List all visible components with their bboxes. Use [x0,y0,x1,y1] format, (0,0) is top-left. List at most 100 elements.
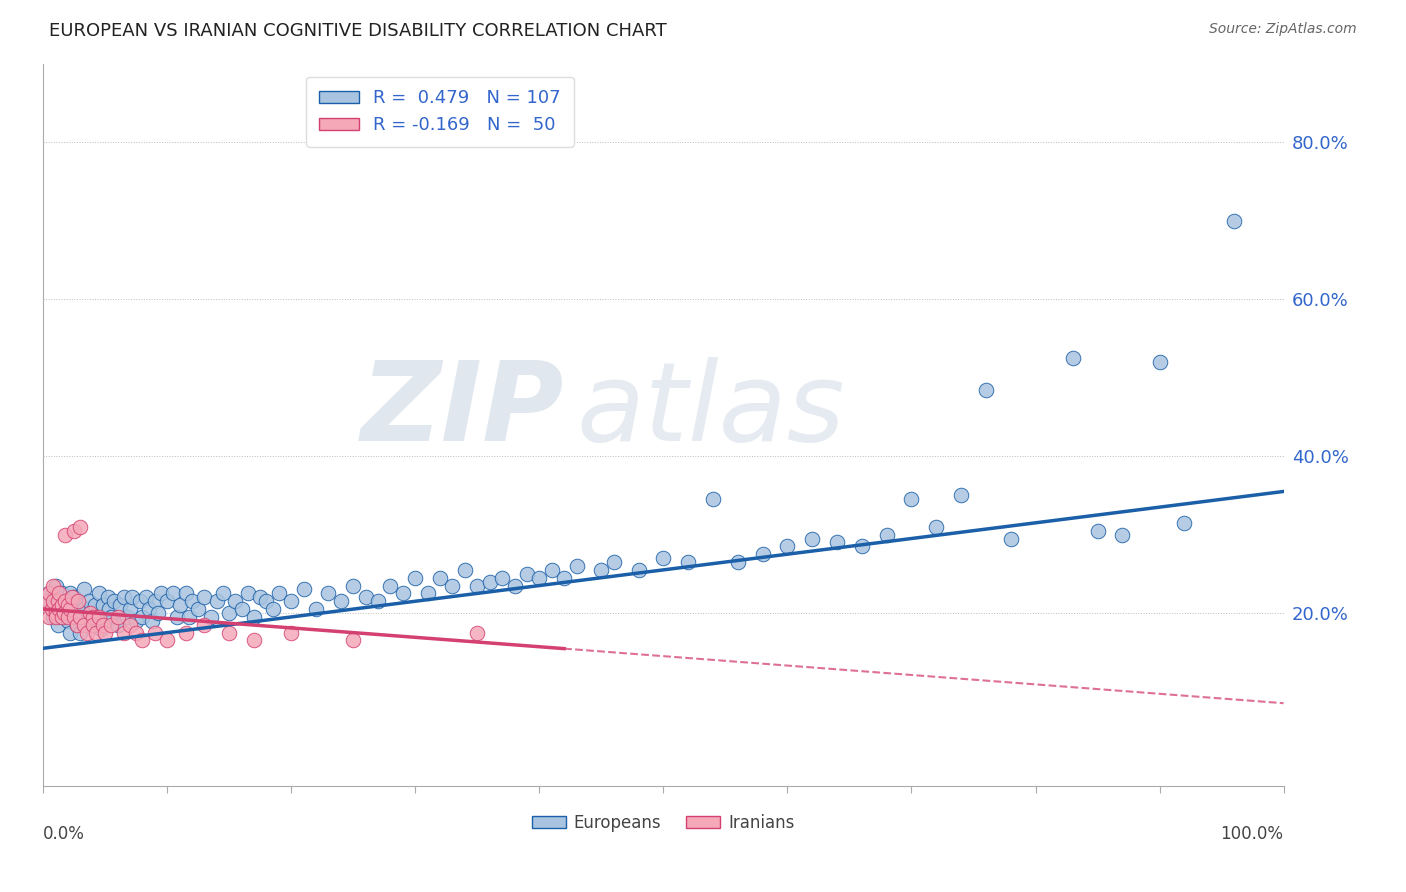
Point [65,617,87,632]
Point [465,625,488,640]
Point [103,594,125,608]
Point [503,578,526,592]
Point [86,610,108,624]
Point [441,578,464,592]
Point [540,563,562,577]
Point [107,610,129,624]
Point [56,598,79,612]
Point [1149,355,1171,369]
Point [91,598,114,612]
Point [77,594,100,608]
Point [51,598,73,612]
Text: Source: ZipAtlas.com: Source: ZipAtlas.com [1209,22,1357,37]
Point [200,610,222,624]
Point [73,602,96,616]
Point [53,606,76,620]
Point [212,586,235,600]
Point [876,527,898,541]
Point [46,594,69,608]
Point [94,625,117,640]
Text: atlas: atlas [576,357,845,464]
Point [131,610,153,624]
Point [156,594,179,608]
Point [97,602,120,616]
Point [491,571,513,585]
Point [169,598,191,612]
Point [42,578,65,592]
Point [97,591,120,605]
Point [35,594,58,608]
Point [1173,516,1195,530]
Point [627,563,650,577]
Point [166,610,188,624]
Point [342,633,364,648]
Point [63,610,86,624]
Point [59,586,82,600]
Point [254,594,277,608]
Point [900,492,922,507]
Point [112,591,135,605]
Point [87,586,110,600]
Point [135,591,157,605]
Point [174,625,197,640]
Point [193,617,215,632]
Point [148,606,170,620]
Point [429,571,451,585]
Point [100,610,122,624]
Point [465,578,488,592]
Point [603,555,626,569]
Point [925,520,948,534]
Point [118,617,141,632]
Point [224,594,246,608]
Point [181,594,204,608]
Point [44,606,66,620]
Text: EUROPEAN VS IRANIAN COGNITIVE DISABILITY CORRELATION CHART: EUROPEAN VS IRANIAN COGNITIVE DISABILITY… [49,22,666,40]
Point [529,571,551,585]
Point [404,571,426,585]
Point [82,610,104,624]
Point [141,614,163,628]
Point [262,602,284,616]
Point [73,582,96,597]
Point [91,617,114,632]
Point [94,614,117,628]
Point [63,602,86,616]
Point [65,617,87,632]
Point [59,625,82,640]
Point [55,594,77,608]
Point [60,591,83,605]
Point [516,566,538,581]
Point [478,574,501,589]
Point [179,610,201,624]
Point [53,606,76,620]
Point [727,555,749,569]
Point [86,625,108,640]
Point [112,625,135,640]
Point [90,622,112,636]
Point [367,594,389,608]
Point [69,625,91,640]
Point [128,594,150,608]
Point [702,492,724,507]
Legend: Europeans, Iranians: Europeans, Iranians [526,807,801,838]
Point [48,586,70,600]
Point [149,586,172,600]
Point [218,606,240,620]
Text: 100.0%: 100.0% [1220,825,1284,843]
Point [205,594,228,608]
Point [59,602,82,616]
Point [825,535,848,549]
Point [63,591,86,605]
Point [218,625,240,640]
Point [121,591,143,605]
Text: ZIP: ZIP [360,357,564,464]
Point [56,610,79,624]
Point [84,598,107,612]
Point [73,617,96,632]
Point [751,547,773,561]
Point [143,594,166,608]
Text: 0.0%: 0.0% [44,825,84,843]
Point [156,633,179,648]
Point [125,614,148,628]
Point [42,610,65,624]
